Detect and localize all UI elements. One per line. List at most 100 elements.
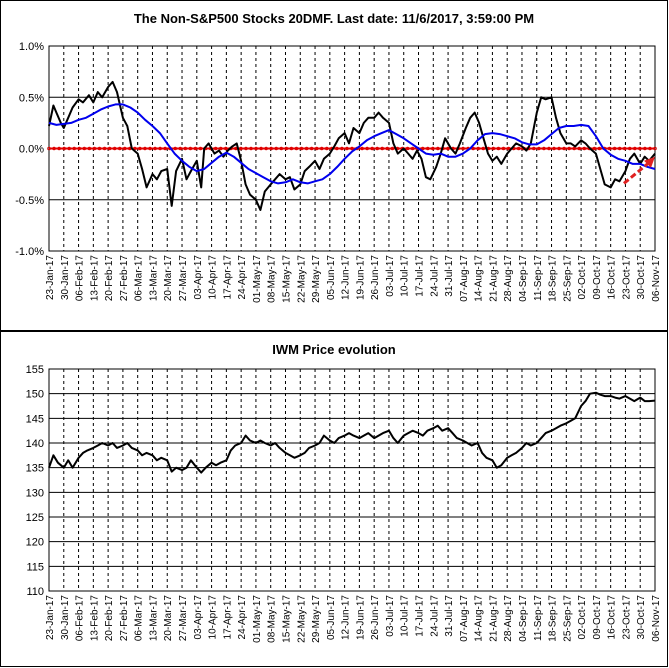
top-zero-line-marker — [562, 146, 566, 151]
top-zero-line-marker — [249, 146, 253, 151]
bottom-x-tick-label: 30-Oct-17 — [636, 595, 647, 640]
top-x-tick-label: 06-Feb-17 — [75, 255, 86, 302]
top-zero-line-marker — [365, 146, 369, 151]
top-zero-line-marker — [102, 146, 107, 151]
top-zero-line-marker — [72, 146, 77, 151]
top-zero-line-marker — [158, 146, 162, 151]
bottom-x-tick-label: 20-Mar-17 — [163, 595, 174, 642]
bottom-x-tick-label: 05-Jun-17 — [326, 595, 337, 640]
bottom-x-tick-label: 21-Aug-17 — [488, 595, 499, 642]
top-zero-line-marker — [223, 146, 228, 151]
bottom-y-tick-label: 155 — [26, 364, 44, 376]
bottom-series-0-line — [48, 391, 656, 474]
top-zero-line-marker — [213, 146, 218, 151]
top-zero-line-marker — [254, 146, 258, 151]
bottom-y-tick-label: 125 — [26, 512, 44, 524]
top-zero-line-marker — [218, 146, 223, 151]
top-y-tick-label: 0.0% — [19, 144, 44, 156]
top-zero-line-marker — [67, 146, 71, 151]
bottom-y-tick-label: 150 — [26, 389, 44, 401]
bottom-x-tick-label: 15-May-17 — [281, 595, 292, 643]
top-zero-line-marker — [264, 146, 268, 151]
top-x-tick-label: 19-Jun-17 — [355, 255, 366, 300]
top-zero-line-marker — [612, 146, 617, 151]
top-zero-line-marker — [552, 146, 556, 151]
top-x-tick-label: 30-Jan-17 — [60, 255, 71, 300]
top-zero-line-marker — [244, 146, 248, 151]
bottom-x-tick-label: 14-Aug-17 — [474, 595, 485, 642]
top-zero-line-marker — [567, 146, 571, 151]
bottom-x-tick-label: 07-Aug-17 — [459, 595, 470, 642]
top-zero-line-marker — [284, 146, 289, 151]
top-zero-line-marker — [410, 146, 415, 151]
top-x-tick-label: 11-Sep-17 — [533, 255, 544, 301]
bottom-x-tick-label: 03-Jul-17 — [385, 595, 396, 637]
top-zero-line-marker — [173, 146, 178, 151]
top-chart-plot: 23-Jan-17 30-Jan-17 06-Feb-17 13-Feb-17 20-F… — [15, 41, 662, 303]
top-x-tick-label: 16-Oct-17 — [607, 255, 618, 300]
top-chart-title: The Non-S&P500 Stocks 20DMF. Last date: … — [134, 11, 534, 26]
top-zero-line-marker — [87, 146, 92, 151]
bottom-y-tick-label: 140 — [26, 438, 44, 450]
bottom-plot-area — [48, 368, 656, 592]
top-zero-line-marker — [269, 146, 274, 151]
top-zero-line-marker — [279, 146, 284, 151]
top-zero-line-marker — [178, 146, 183, 151]
bottom-x-tick-label: 06-Mar-17 — [134, 595, 145, 642]
bottom-x-tick-label: 10-Jul-17 — [400, 595, 411, 637]
top-zero-line-marker — [405, 146, 410, 151]
top-zero-line-marker — [239, 146, 243, 151]
top-zero-line-marker — [52, 146, 56, 151]
top-zero-line-marker — [153, 146, 157, 151]
bottom-y-tick-label: 110 — [26, 586, 44, 598]
top-zero-line-marker — [107, 146, 112, 151]
top-x-tick-label: 18-Sep-17 — [548, 255, 559, 302]
top-zero-line-marker — [319, 146, 324, 151]
bottom-y-tick-label: 145 — [26, 413, 44, 425]
top-zero-line-marker — [380, 146, 385, 151]
top-zero-line-marker — [289, 146, 294, 151]
top-zero-line-marker — [92, 146, 97, 151]
top-zero-line-marker — [572, 146, 576, 151]
top-zero-line-marker — [430, 146, 435, 151]
top-x-tick-label: 06-Nov-17 — [651, 255, 662, 302]
bottom-x-tick-label: 02-Oct-17 — [577, 595, 588, 640]
top-x-tick-label: 02-Oct-17 — [577, 255, 588, 300]
top-zero-line-marker — [632, 146, 637, 151]
bottom-x-tick-label: 11-Sep-17 — [533, 595, 544, 641]
top-zero-line-marker — [501, 146, 506, 151]
top-x-tick-label: 13-Feb-17 — [89, 255, 100, 302]
top-x-tick-label: 22-May-17 — [296, 255, 307, 303]
top-zero-line-marker — [57, 146, 61, 151]
top-x-tick-label: 23-Oct-17 — [621, 255, 632, 300]
top-zero-line-marker — [375, 146, 380, 151]
bottom-x-tick-label: 12-Jun-17 — [341, 595, 352, 640]
top-x-tick-label: 01-May-17 — [252, 255, 263, 303]
bottom-x-tick-label: 30-Jan-17 — [60, 595, 71, 640]
top-zero-line-marker — [446, 146, 450, 151]
top-zero-line-marker — [582, 146, 587, 151]
top-y-tick-label: 1.0% — [19, 41, 44, 53]
bottom-y-tick-label: 130 — [26, 487, 44, 499]
top-x-tick-label: 26-Jun-17 — [370, 255, 381, 300]
top-x-tick-label: 04-Sep-17 — [518, 255, 529, 302]
bottom-x-tick-label: 29-May-17 — [311, 595, 322, 643]
top-zero-line-marker — [547, 146, 551, 151]
top-x-tick-label: 23-Jan-17 — [45, 255, 56, 300]
top-x-tick-label: 28-Aug-17 — [503, 255, 514, 302]
bottom-x-tick-label: 19-Jun-17 — [355, 595, 366, 640]
top-zero-line-marker — [193, 146, 198, 151]
top-zero-line-marker — [653, 146, 657, 151]
bottom-x-tick-label: 23-Jan-17 — [45, 595, 56, 640]
top-zero-line-marker — [471, 146, 476, 151]
top-x-tick-label: 27-Mar-17 — [178, 255, 189, 302]
top-zero-line-marker — [491, 146, 496, 151]
top-x-tick-label: 13-Mar-17 — [148, 255, 159, 302]
top-zero-line-marker — [324, 146, 329, 151]
bottom-x-tick-label: 03-Apr-17 — [193, 595, 204, 640]
top-zero-line-marker — [294, 146, 299, 151]
top-x-tick-label: 03-Apr-17 — [193, 255, 204, 300]
top-x-tick-label: 10-Apr-17 — [208, 255, 219, 300]
